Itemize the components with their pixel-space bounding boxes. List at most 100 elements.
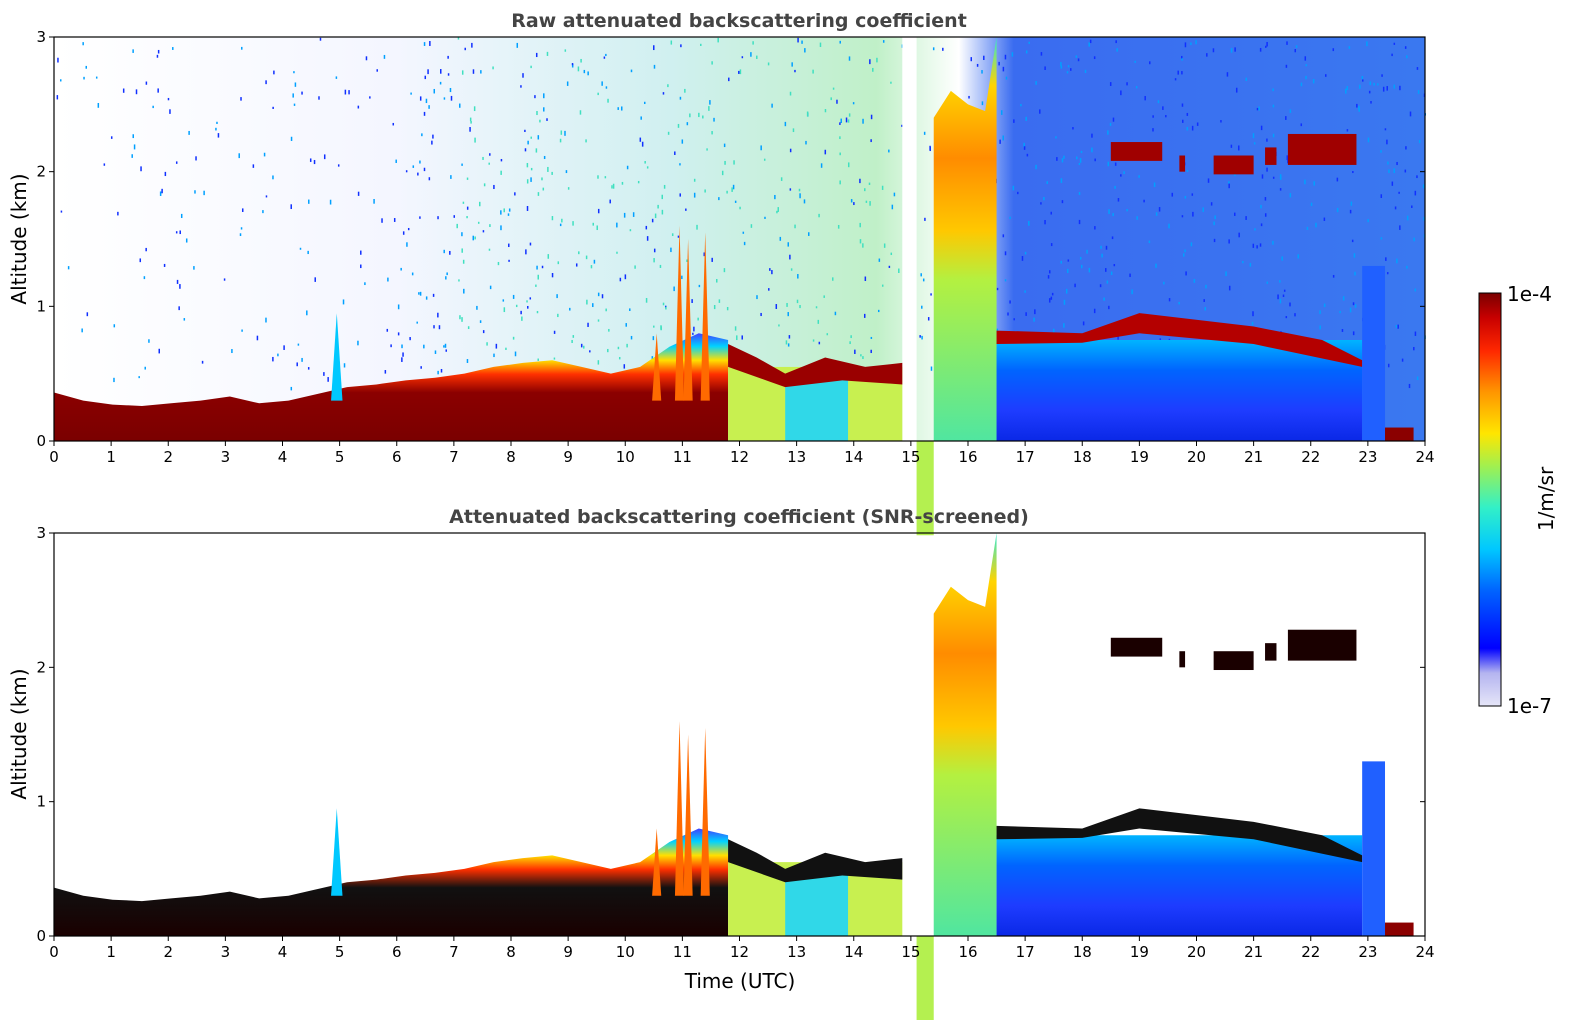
x-tick-label: 6 (392, 943, 402, 961)
noise-speck (536, 111, 538, 116)
noise-speck (357, 105, 360, 109)
x-tick-label: 20 (1187, 448, 1206, 466)
noise-speck (1078, 162, 1081, 166)
noise-speck (217, 133, 220, 138)
x-tick-label: 15 (901, 943, 920, 961)
noise-speck (771, 103, 773, 108)
x-tick-label: 24 (1415, 448, 1434, 466)
noise-speck (194, 190, 196, 194)
noise-speck (113, 324, 116, 328)
noise-speck (812, 339, 815, 342)
noise-speck (803, 199, 806, 204)
noise-speck (1093, 56, 1096, 60)
x-tick-label: 16 (958, 448, 977, 466)
noise-speck (290, 386, 293, 391)
noise-speck (1346, 129, 1349, 132)
noise-speck (272, 106, 274, 109)
noise-speck (572, 221, 574, 226)
noise-speck (557, 313, 559, 318)
noise-speck (397, 332, 400, 336)
noise-speck (456, 223, 458, 229)
noise-speck (927, 317, 930, 321)
noise-speck (1387, 363, 1390, 368)
noise-speck (998, 61, 1000, 66)
y-tick-label: 1 (36, 793, 46, 811)
noise-speck (1074, 283, 1076, 288)
noise-speck (277, 353, 279, 357)
cloud-layer-12-15 (728, 344, 903, 388)
x-tick-label: 6 (392, 448, 402, 466)
noise-speck (1110, 271, 1113, 276)
noise-speck (859, 239, 862, 244)
noise-speck (466, 216, 468, 219)
noise-speck (1339, 310, 1341, 314)
noise-speck (637, 180, 640, 184)
noise-speck (1084, 69, 1087, 73)
noise-speck (686, 122, 689, 126)
noise-speck (1300, 123, 1303, 127)
noise-speck (364, 282, 366, 286)
noise-speck (1406, 55, 1408, 59)
noise-speck (597, 292, 600, 297)
noise-speck (1144, 95, 1146, 101)
noise-speck (630, 335, 633, 340)
noise-speck (1285, 116, 1287, 120)
noise-speck (420, 366, 422, 369)
noise-speck (750, 224, 753, 228)
noise-speck (412, 165, 415, 168)
noise-speck (534, 95, 536, 99)
noise-speck (789, 148, 792, 153)
noise-speck (561, 218, 563, 223)
noise-speck (578, 251, 580, 255)
noise-speck (836, 99, 838, 104)
noise-speck (1260, 223, 1263, 227)
noise-speck (623, 212, 626, 218)
noise-speck (689, 113, 691, 118)
noise-speck (547, 166, 549, 172)
noise-speck (1245, 77, 1248, 82)
noise-speck (780, 177, 783, 181)
noise-speck (612, 183, 615, 189)
noise-speck (1422, 184, 1425, 189)
noise-speck (97, 102, 100, 108)
noise-speck (488, 248, 491, 251)
noise-speck (1393, 84, 1396, 89)
noise-speck (179, 230, 181, 235)
noise-speck (551, 171, 553, 175)
noise-speck (1178, 301, 1180, 305)
noise-speck (449, 250, 451, 255)
noise-speck (265, 317, 267, 323)
noise-speck (1319, 325, 1321, 330)
noise-speck (400, 267, 402, 271)
noise-speck (537, 192, 540, 196)
noise-speck (743, 241, 746, 246)
noise-speck (983, 55, 985, 61)
noise-speck (406, 242, 408, 247)
noise-speck (1289, 302, 1291, 307)
noise-speck (503, 307, 506, 313)
noise-speck (537, 135, 540, 140)
noise-speck (1279, 280, 1281, 283)
noise-speck (175, 161, 178, 164)
noise-speck (679, 163, 681, 166)
noise-speck (86, 312, 89, 317)
noise-speck (293, 103, 296, 106)
noise-speck (670, 40, 673, 45)
noise-speck (1009, 216, 1011, 220)
noise-speck (1065, 288, 1068, 294)
noise-speck (1225, 271, 1227, 277)
noise-speck (1393, 168, 1396, 174)
noise-speck (1159, 338, 1162, 341)
noise-speck (383, 54, 386, 59)
noise-speck (769, 268, 771, 271)
noise-speck (797, 274, 799, 279)
noise-speck (709, 100, 711, 105)
noise-speck (360, 264, 362, 269)
noise-speck (144, 366, 146, 370)
noise-speck (1020, 103, 1022, 107)
noise-speck (535, 52, 538, 58)
noise-speck (1387, 161, 1389, 165)
x-tick-label: 2 (163, 448, 173, 466)
noise-speck (796, 299, 799, 304)
noise-speck (632, 212, 635, 217)
